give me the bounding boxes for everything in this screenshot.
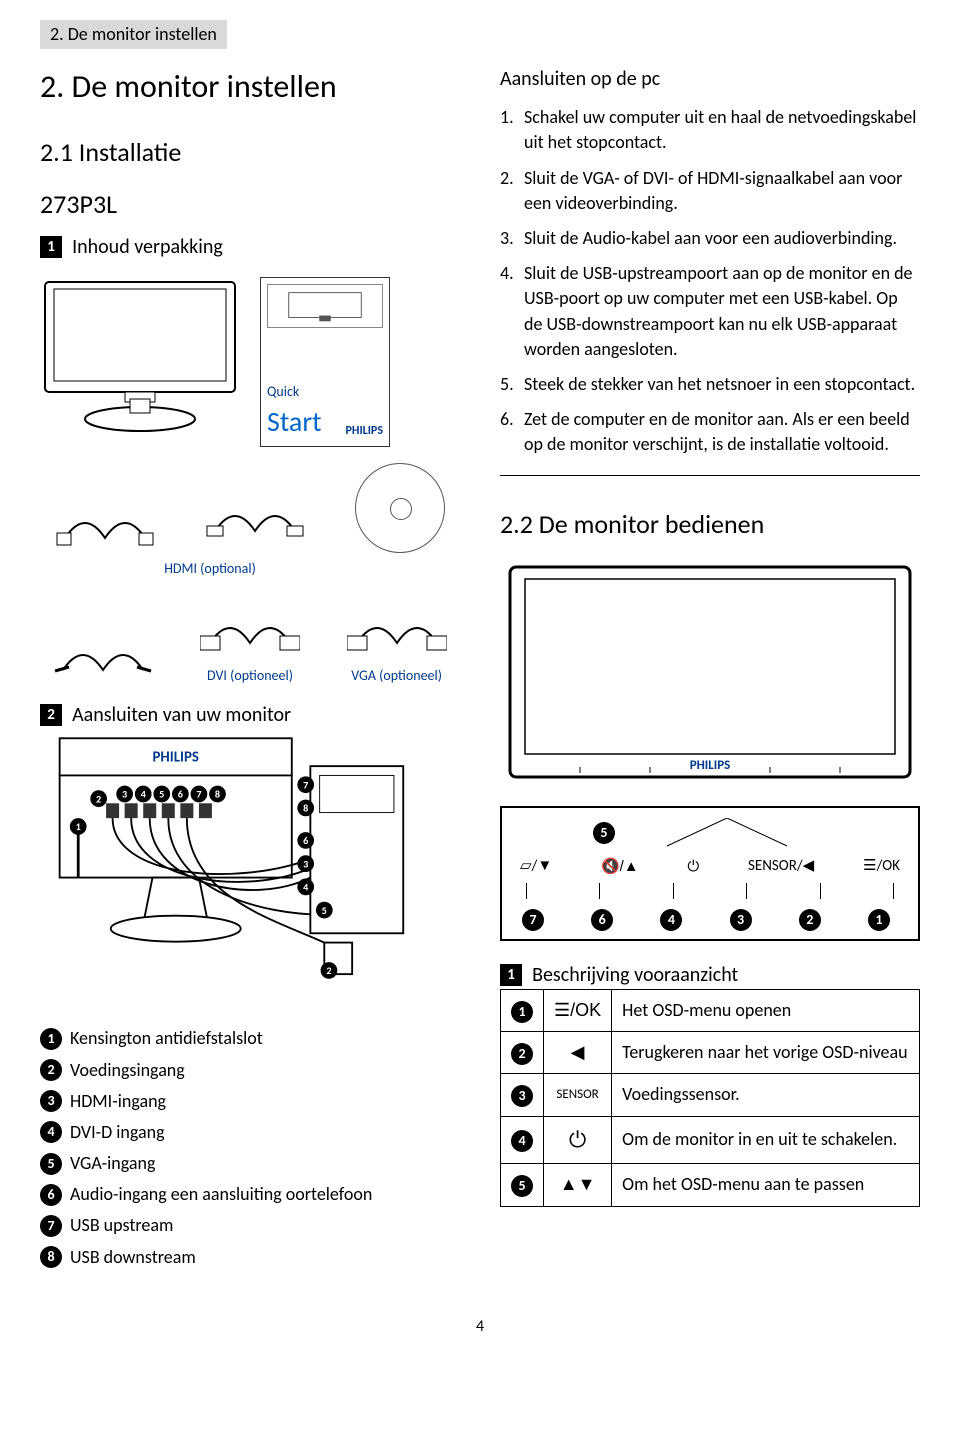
svg-text:8: 8 (303, 802, 308, 815)
model-number: 273P3L (40, 186, 460, 222)
svg-text:6: 6 (303, 834, 308, 847)
port-item-7: 7USB upstream (40, 1213, 460, 1238)
port-item-4: 4DVI-D ingang (40, 1120, 460, 1145)
port-item-3: 3HDMI-ingang (40, 1089, 460, 1114)
main-heading: 2. De monitor instellen (40, 65, 460, 110)
front-monitor-diagram: PHILIPS (500, 559, 920, 789)
svg-text:5: 5 (159, 788, 164, 801)
cd-icon (355, 463, 445, 553)
section-tag: 2. De monitor instellen (40, 20, 227, 49)
svg-text:5: 5 (322, 904, 327, 917)
table-row: 2 ◀ Terugkeren naar het vorige OSD-nivea… (501, 1032, 920, 1074)
port-list: 1Kensington antidiefstalslot 2Voedingsin… (40, 1026, 460, 1270)
table-row: 3 SENSOR Voedingssensor. (501, 1074, 920, 1116)
dvi-optional-label: DVI (optioneel) (200, 666, 300, 686)
table-row: 5 ▲▼ Om het OSD-menu aan te passen (501, 1164, 920, 1206)
hdmi-cable-icon (205, 496, 305, 546)
svg-text:2: 2 (96, 792, 101, 805)
table-row: 4 ⏻ Om de monitor in en uit te schakelen… (501, 1116, 920, 1164)
step-2-heading: 2 Aansluiten van uw monitor (40, 701, 460, 729)
step-6: 6.Zet de computer en de monitor aan. Als… (500, 407, 920, 457)
svg-text:4: 4 (141, 788, 147, 801)
table-row: 1 ☰/OK Het OSD-menu openen (501, 990, 920, 1032)
svg-text:8: 8 (215, 788, 220, 801)
svg-text:7: 7 (303, 779, 308, 792)
dvi-cable-icon (200, 608, 300, 658)
step-5: 5.Steek de stekker van het netsnoer in e… (500, 372, 920, 397)
svg-text:3: 3 (303, 857, 308, 870)
connection-diagram: PHILIPS 1 2 (40, 729, 460, 989)
step-1: 1.Schakel uw computer uit en haal de net… (500, 105, 920, 155)
callout-5: 5 (593, 822, 615, 844)
step-3: 3.Sluit de Audio-kabel aan voor een audi… (500, 226, 920, 251)
vga-cable-icon (347, 608, 447, 658)
svg-text:1: 1 (76, 820, 81, 833)
sensor-label: SENSOR/◀ (748, 856, 814, 877)
step-2: 2.Sluit de VGA- of DVI- of HDMI-signaalk… (500, 166, 920, 216)
audio-cable-icon (53, 635, 153, 685)
ok-label: ☰/OK (863, 856, 900, 877)
port-item-1: 1Kensington antidiefstalslot (40, 1026, 460, 1051)
button-table: 1 ☰/OK Het OSD-menu openen 2 ◀ Terugkere… (500, 989, 920, 1207)
quickstart-card: Quick Start PHILIPS (260, 277, 390, 447)
svg-text:6: 6 (178, 788, 183, 801)
desc-heading-row: 1 Beschrijving vooraanzicht (500, 961, 920, 989)
section-2-2-heading: 2.2 De monitor bedienen (500, 506, 920, 542)
menu-ok-icon: ☰/OK (544, 990, 612, 1032)
controls-diagram: 5 ▱/▼ 🔇/▲ ⏻ SENSOR/◀ ☰/OK (500, 806, 920, 941)
port-item-5: 5VGA-ingang (40, 1151, 460, 1176)
steps-list: 1.Schakel uw computer uit en haal de net… (500, 105, 920, 457)
svg-text:PHILIPS: PHILIPS (690, 758, 731, 773)
svg-text:PHILIPS: PHILIPS (153, 748, 199, 766)
page-number: 4 (40, 1316, 920, 1338)
connect-pc-heading: Aansluiten op de pc (500, 65, 920, 93)
back-icon: ◀ (544, 1032, 612, 1074)
svg-text:2: 2 (326, 964, 331, 977)
power-button-icon: ⏻ (544, 1116, 612, 1164)
svg-text:7: 7 (196, 788, 201, 801)
sensor-icon: SENSOR (544, 1074, 612, 1116)
smartimage-icon: ▱/▼ (520, 856, 552, 877)
hdmi-optional-label: HDMI (optional) (150, 559, 270, 579)
sub-heading: 2.1 Installatie (40, 134, 460, 170)
port-item-2: 2Voedingsingang (40, 1058, 460, 1083)
port-item-8: 8USB downstream (40, 1245, 460, 1270)
svg-text:3: 3 (122, 788, 127, 801)
power-cable-icon (55, 503, 155, 553)
vga-optional-label: VGA (optioneel) (347, 666, 447, 686)
monitor-icon (40, 277, 240, 437)
updown-icon: ▲▼ (544, 1164, 612, 1206)
port-item-6: 6Audio-ingang een aansluiting oortelefoo… (40, 1182, 460, 1207)
step-1-heading: 1 Inhoud verpakking (40, 233, 460, 261)
step-4: 4.Sluit de USB-upstreampoort aan op de m… (500, 261, 920, 362)
svg-text:4: 4 (303, 881, 309, 894)
volume-icon: 🔇/▲ (601, 856, 639, 877)
divider (500, 475, 920, 476)
power-icon: ⏻ (687, 856, 699, 877)
